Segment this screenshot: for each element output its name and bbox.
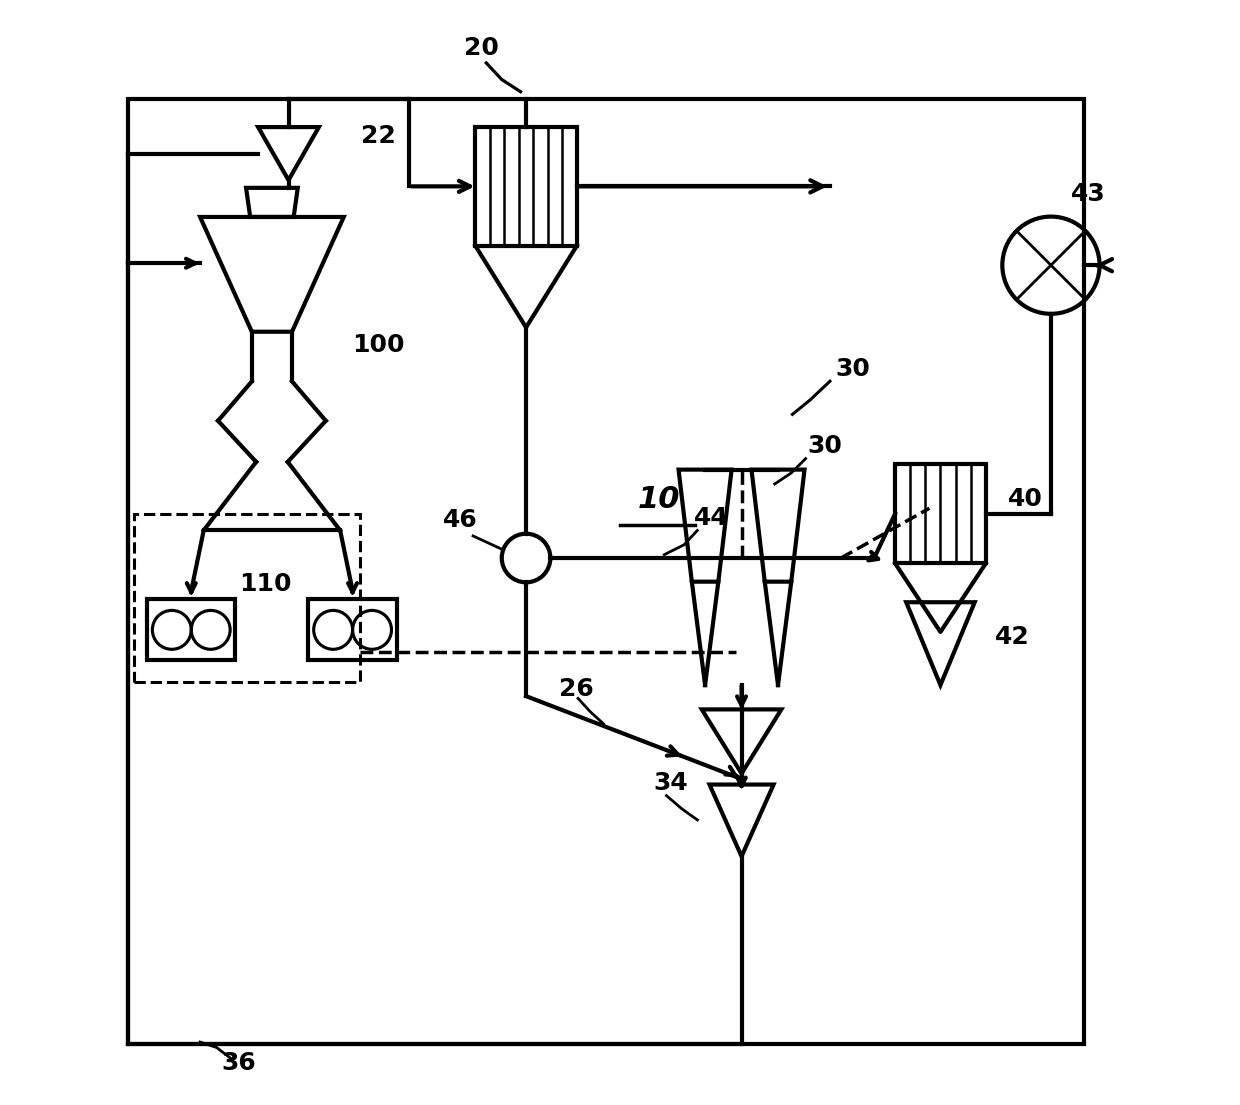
Text: 42: 42: [994, 624, 1029, 649]
Bar: [475, 127, 577, 245]
Text: 10: 10: [637, 485, 680, 514]
Text: 44: 44: [694, 506, 729, 530]
Text: 26: 26: [559, 677, 594, 702]
Text: 22: 22: [361, 124, 396, 148]
Text: 46: 46: [443, 508, 477, 533]
Text: 34: 34: [653, 771, 688, 796]
Text: 30: 30: [807, 434, 843, 459]
Text: 36: 36: [222, 1051, 257, 1075]
Bar: [309, 599, 397, 660]
Bar: [148, 599, 236, 660]
Bar: [895, 464, 986, 564]
Text: 110: 110: [239, 572, 291, 597]
Text: 30: 30: [836, 357, 870, 381]
Bar: [128, 99, 1084, 1044]
Text: 20: 20: [465, 36, 500, 61]
Text: 43: 43: [1071, 182, 1106, 207]
Text: 40: 40: [1008, 487, 1043, 512]
Text: 100: 100: [352, 334, 405, 357]
Bar: [134, 514, 361, 682]
